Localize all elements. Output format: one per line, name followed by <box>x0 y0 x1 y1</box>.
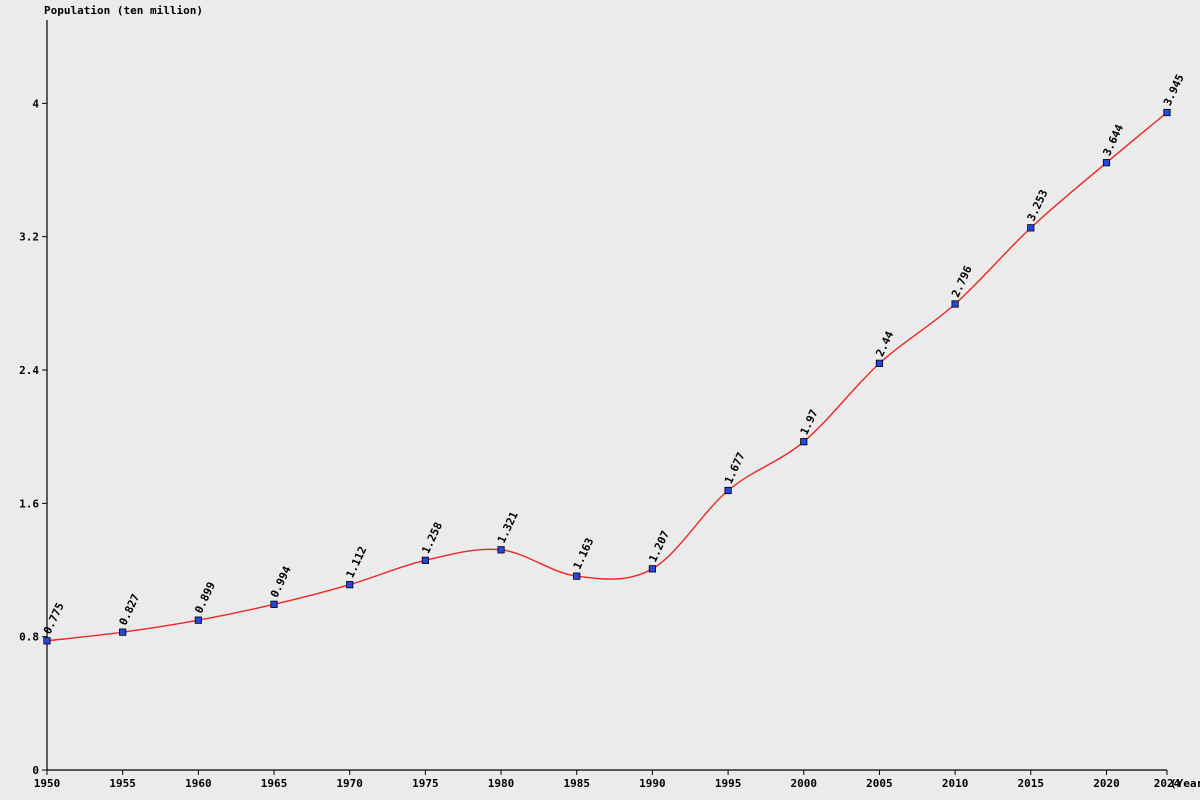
y-tick-label: 4 <box>32 97 39 110</box>
x-tick-label: 1980 <box>488 777 515 790</box>
x-tick-label: 1985 <box>563 777 590 790</box>
data-point <box>801 438 807 444</box>
chart-background <box>0 0 1200 800</box>
data-point <box>1028 225 1034 231</box>
data-point <box>422 557 428 563</box>
x-tick-label: 2005 <box>866 777 893 790</box>
y-tick-label: 0 <box>32 764 39 777</box>
data-point <box>498 547 504 553</box>
x-tick-label: 1950 <box>34 777 61 790</box>
y-tick-label: 3.2 <box>19 231 39 244</box>
y-axis-label: Population (ten million) <box>44 4 203 17</box>
data-point <box>725 487 731 493</box>
x-tick-label: 1975 <box>412 777 439 790</box>
data-point <box>347 581 353 587</box>
data-point <box>195 617 201 623</box>
x-tick-label: 2010 <box>942 777 969 790</box>
x-tick-label: 2015 <box>1018 777 1045 790</box>
x-tick-label: 1960 <box>185 777 212 790</box>
data-point <box>271 601 277 607</box>
y-tick-label: 1.6 <box>19 497 39 510</box>
y-tick-label: 2.4 <box>19 364 39 377</box>
x-tick-label: 1965 <box>261 777 288 790</box>
x-tick-label: 1990 <box>639 777 666 790</box>
data-point <box>1164 109 1170 115</box>
x-axis-label: (Year) <box>1170 777 1200 790</box>
data-point <box>876 360 882 366</box>
population-line-chart: 0 0.8 1.6 2.4 3.2 4 1950 1955 1960 1965 1970 1975 19… <box>0 0 1200 800</box>
x-tick-label: 2020 <box>1093 777 1120 790</box>
data-point <box>119 629 125 635</box>
x-tick-label: 1970 <box>336 777 363 790</box>
y-tick-label: 0.8 <box>19 631 39 644</box>
data-point <box>1103 159 1109 165</box>
x-tick-label: 1995 <box>715 777 742 790</box>
data-point <box>44 638 50 644</box>
x-tick-label: 2000 <box>791 777 818 790</box>
x-tick-label: 1955 <box>109 777 136 790</box>
data-point <box>649 566 655 572</box>
data-point <box>952 301 958 307</box>
data-point <box>574 573 580 579</box>
